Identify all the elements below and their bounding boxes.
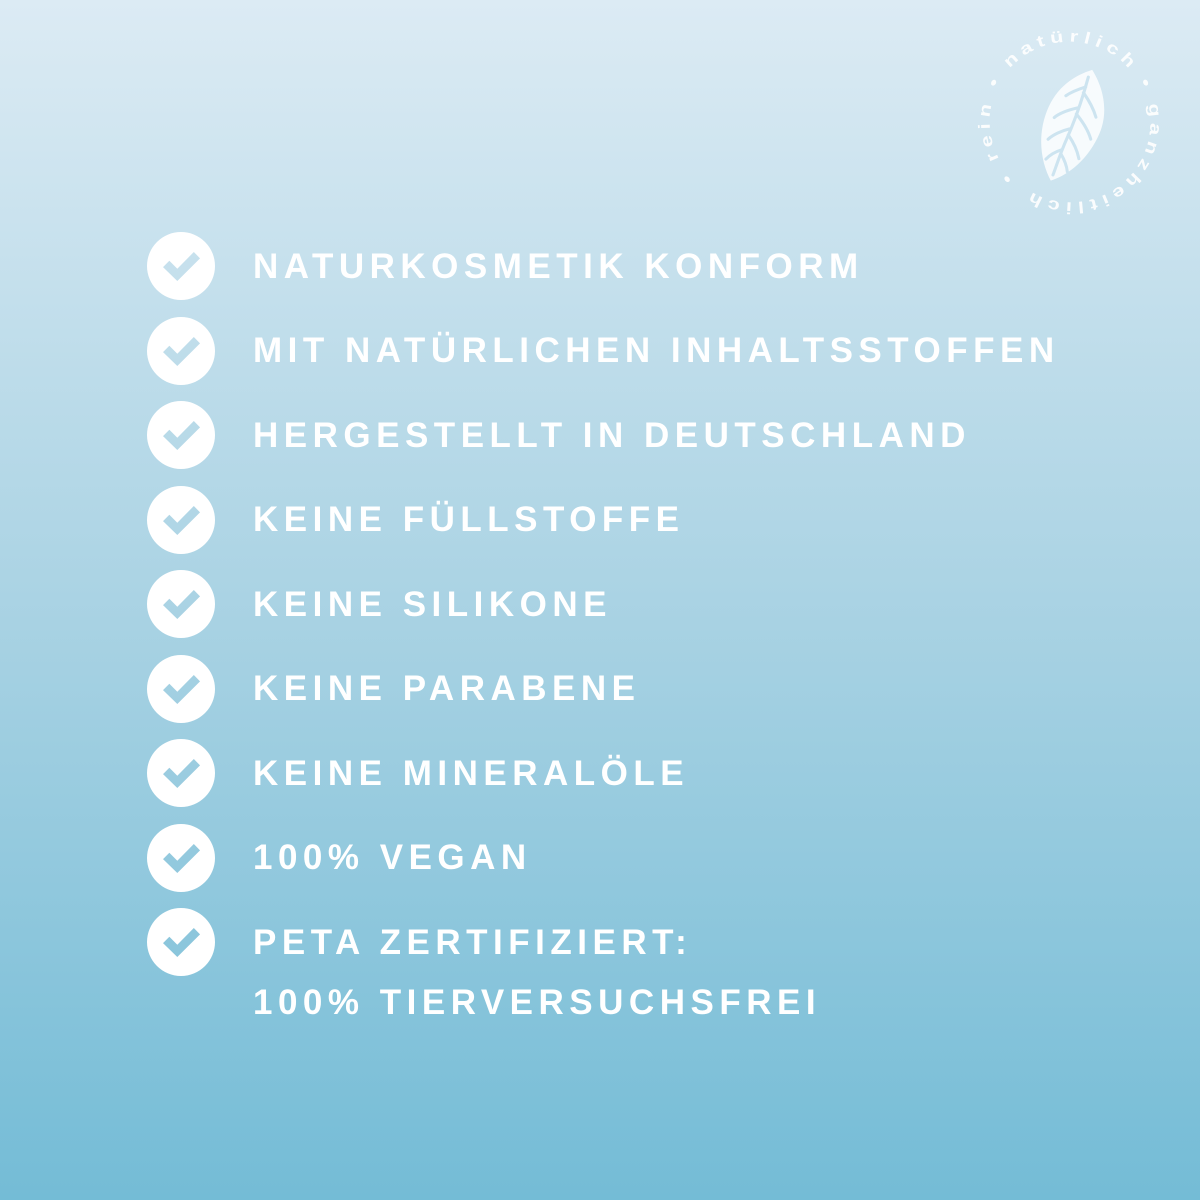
checklist: NATURKOSMETIK KONFORM MIT NATÜRLICHEN IN…: [147, 232, 1147, 1020]
brand-badge-graphic: • rein • natürlich • ganzheitlich: [975, 27, 1160, 216]
checklist-item: 100% VEGAN: [147, 823, 1147, 892]
checklist-item: KEINE SILIKONE: [147, 570, 1147, 638]
checklist-item: HERGESTELLT IN DEUTSCHLAND: [147, 401, 1147, 469]
checklist-item: KEINE PARABENE: [147, 654, 1147, 723]
checklist-item-label: KEINE PARABENE: [253, 669, 641, 708]
check-circle-icon: [147, 401, 215, 469]
checklist-item-label: 100% VEGAN: [253, 838, 532, 877]
brand-badge: • rein • natürlich • ganzheitlich: [968, 20, 1172, 224]
checklist-item-label-line2: 100% TIERVERSUCHSFREI: [253, 983, 822, 1022]
checklist-item: NATURKOSMETIK KONFORM: [147, 232, 1147, 300]
leaf-icon: [1041, 69, 1105, 181]
check-circle-icon: [147, 823, 215, 892]
checklist-item: KEINE FÜLLSTOFFE: [147, 485, 1147, 554]
checklist-item: KEINE MINERALÖLE: [147, 739, 1147, 807]
checklist-item-label: PETA ZERTIFIZIERT:: [253, 922, 693, 962]
checklist-item-label: MIT NATÜRLICHEN INHALTSSTOFFEN: [253, 331, 1060, 370]
check-circle-icon: [147, 232, 215, 300]
check-circle-icon: [147, 316, 215, 385]
check-circle-icon: [147, 908, 215, 976]
checklist-item-label: KEINE SILIKONE: [253, 584, 612, 624]
checklist-item-label: NATURKOSMETIK KONFORM: [253, 246, 864, 286]
checklist-item: PETA ZERTIFIZIERT: 100% TIERVERSUCHSFREI: [147, 908, 1147, 1020]
check-circle-icon: [147, 654, 215, 723]
check-circle-icon: [147, 485, 215, 554]
check-circle-icon: [147, 739, 215, 807]
check-circle-icon: [147, 570, 215, 638]
checklist-item-label: HERGESTELLT IN DEUTSCHLAND: [253, 415, 971, 455]
checklist-item-label: KEINE MINERALÖLE: [253, 753, 690, 793]
checklist-item-label: KEINE FÜLLSTOFFE: [253, 500, 685, 539]
checklist-item: MIT NATÜRLICHEN INHALTSSTOFFEN: [147, 316, 1147, 385]
